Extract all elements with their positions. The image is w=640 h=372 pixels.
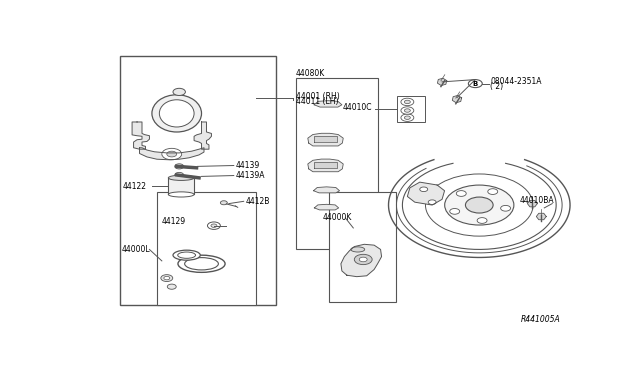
Circle shape — [428, 200, 436, 205]
Ellipse shape — [351, 247, 365, 252]
Polygon shape — [314, 101, 342, 107]
Circle shape — [500, 205, 511, 211]
Circle shape — [404, 116, 410, 119]
Ellipse shape — [159, 100, 194, 127]
Circle shape — [420, 187, 428, 192]
Circle shape — [488, 189, 498, 195]
Polygon shape — [527, 201, 538, 207]
Circle shape — [465, 197, 493, 213]
Bar — [120, 56, 276, 305]
Polygon shape — [341, 244, 381, 277]
Circle shape — [456, 190, 466, 196]
Circle shape — [468, 80, 483, 87]
Circle shape — [404, 100, 410, 104]
Circle shape — [404, 109, 410, 112]
Circle shape — [167, 284, 176, 289]
Polygon shape — [314, 204, 339, 210]
Text: 44010BA: 44010BA — [520, 196, 555, 205]
Polygon shape — [132, 122, 150, 149]
Circle shape — [426, 174, 533, 236]
Text: 44129: 44129 — [162, 217, 186, 226]
Text: 44000L: 44000L — [121, 245, 150, 254]
Polygon shape — [308, 159, 343, 172]
Bar — [296, 78, 378, 250]
Circle shape — [401, 107, 414, 114]
Polygon shape — [437, 78, 447, 86]
Bar — [157, 192, 256, 305]
Circle shape — [164, 276, 170, 280]
Polygon shape — [314, 162, 337, 168]
Circle shape — [450, 208, 460, 214]
Text: B: B — [473, 81, 478, 87]
Bar — [397, 96, 425, 122]
Circle shape — [477, 218, 487, 223]
Ellipse shape — [178, 255, 225, 272]
Text: 4412B: 4412B — [245, 197, 269, 206]
Circle shape — [445, 185, 514, 225]
Circle shape — [211, 224, 217, 227]
Circle shape — [401, 98, 414, 106]
Ellipse shape — [178, 252, 196, 258]
Polygon shape — [308, 133, 343, 146]
Circle shape — [359, 257, 367, 262]
Circle shape — [175, 172, 184, 177]
Text: 44080K: 44080K — [296, 69, 325, 78]
Circle shape — [167, 151, 177, 157]
Text: 44139: 44139 — [236, 161, 259, 170]
Bar — [168, 178, 194, 195]
Text: 44122: 44122 — [122, 182, 146, 190]
Text: 44001 (RH): 44001 (RH) — [296, 92, 339, 101]
Circle shape — [162, 148, 182, 160]
Ellipse shape — [168, 175, 194, 180]
Ellipse shape — [173, 88, 186, 96]
Text: ( 2): ( 2) — [490, 82, 503, 91]
Text: 44011 (LH): 44011 (LH) — [296, 97, 339, 106]
Text: 44000K: 44000K — [323, 214, 353, 222]
Polygon shape — [140, 148, 204, 160]
Polygon shape — [536, 213, 547, 220]
Circle shape — [161, 275, 173, 282]
Text: R441005A: R441005A — [520, 315, 560, 324]
Text: 44010C: 44010C — [343, 103, 372, 112]
Polygon shape — [452, 95, 461, 103]
Text: 08044-2351A: 08044-2351A — [490, 77, 541, 86]
Polygon shape — [314, 187, 340, 193]
Text: 44139A: 44139A — [236, 171, 265, 180]
Polygon shape — [314, 136, 337, 142]
Ellipse shape — [173, 250, 200, 260]
Circle shape — [207, 222, 220, 230]
Ellipse shape — [168, 192, 194, 197]
Polygon shape — [194, 122, 211, 149]
Ellipse shape — [185, 257, 218, 270]
Ellipse shape — [152, 95, 202, 132]
Circle shape — [175, 164, 184, 169]
Bar — [330, 192, 396, 302]
Circle shape — [220, 201, 227, 205]
Circle shape — [401, 114, 414, 121]
Circle shape — [355, 254, 372, 264]
Polygon shape — [408, 182, 445, 205]
